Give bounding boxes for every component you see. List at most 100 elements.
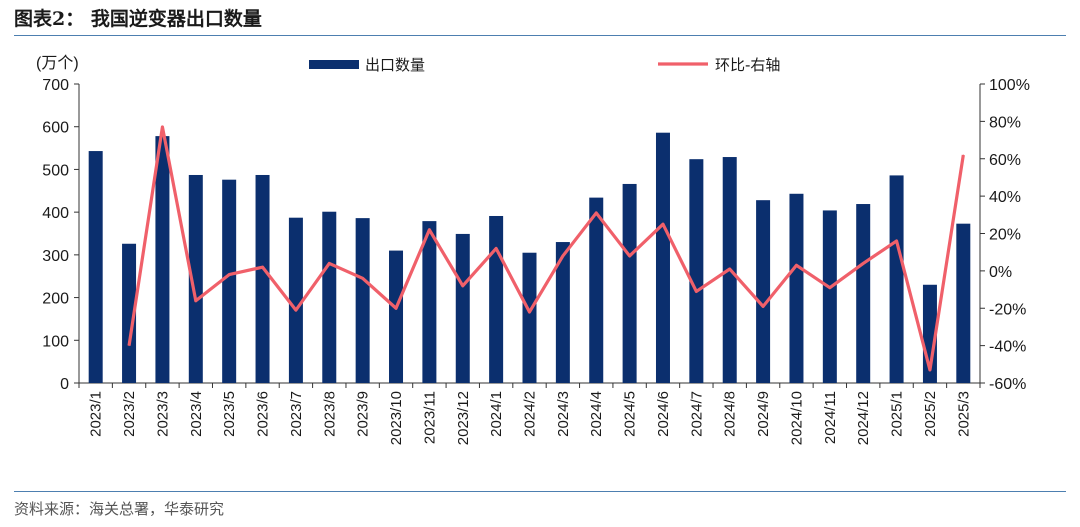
bar: [122, 243, 137, 383]
legend-bar-swatch: [309, 60, 359, 69]
bar: [622, 183, 637, 383]
bar: [856, 204, 871, 383]
bar: [155, 136, 170, 383]
x-tick-label: 2023/4: [188, 391, 205, 437]
line-point: [795, 264, 797, 266]
legend: 出口数量 环比-右轴: [309, 56, 780, 74]
line-point: [195, 300, 197, 302]
x-tick-label: 2024/8: [722, 391, 739, 437]
source-note: 资料来源：海关总署，华泰研究: [14, 500, 225, 518]
line-point: [395, 307, 397, 309]
y-axis-unit-label: (万个): [36, 54, 79, 72]
bar: [822, 210, 837, 383]
y2-tick-label: 100%: [989, 77, 1030, 94]
x-tick-label: 2023/12: [455, 391, 472, 445]
y2-tick-label: 60%: [989, 152, 1021, 169]
line-path: [127, 125, 965, 372]
line-point: [128, 345, 130, 347]
x-tick-label: 2023/2: [121, 391, 138, 437]
y-tick-label: 400: [42, 205, 69, 222]
x-tick-label: 2023/1: [88, 391, 105, 437]
top-divider: [14, 35, 1066, 36]
x-tick-label: 2025/3: [955, 391, 972, 437]
y-tick-label: 200: [42, 291, 69, 308]
bar-series: [88, 132, 971, 383]
x-tick-label: 2024/5: [622, 391, 639, 437]
y2-tick-label: -60%: [989, 376, 1026, 393]
bar: [422, 221, 437, 383]
bar: [222, 179, 237, 383]
y2-tick-label: -40%: [989, 339, 1026, 356]
line-point: [595, 212, 597, 214]
line-series: [127, 125, 965, 372]
bar: [689, 159, 704, 383]
line-point: [262, 266, 264, 268]
y-tick-label: 600: [42, 120, 69, 137]
x-tick-label: 2023/6: [255, 391, 272, 437]
line-point: [529, 311, 530, 313]
legend-label: 出口数量: [365, 56, 425, 74]
bar: [288, 217, 303, 383]
x-tick-label: 2023/10: [388, 391, 405, 445]
y-tick-label: 0: [60, 376, 69, 393]
bar: [756, 200, 771, 383]
line-point: [362, 277, 364, 279]
bar: [489, 215, 504, 383]
x-tick-label: 2024/1: [488, 391, 505, 437]
bar: [255, 174, 270, 383]
y2-tick-label: 0%: [989, 264, 1012, 281]
x-tick-label: 2024/2: [522, 391, 539, 437]
line-point: [829, 287, 831, 289]
x-tick-label: 2024/10: [788, 391, 805, 445]
x-tick-label: 2023/9: [355, 391, 372, 437]
x-tick-label: 2024/4: [588, 391, 605, 437]
line-point: [862, 262, 864, 264]
y-tick-label: 100: [42, 333, 69, 350]
line-point: [495, 247, 497, 249]
x-tick-label: 2024/12: [855, 391, 872, 445]
x-tick-label: 2023/3: [154, 391, 171, 437]
bar: [655, 132, 670, 383]
bar: [455, 233, 470, 383]
line-point: [762, 305, 764, 307]
line-point: [729, 268, 731, 270]
y2-tick-label: 40%: [989, 189, 1021, 206]
y-tick-label: 300: [42, 248, 69, 265]
x-tick-label: 2024/9: [755, 391, 772, 437]
left-y-axis: 0 100 200 300 400 500 600 700: [42, 77, 79, 393]
line-point: [228, 274, 230, 276]
x-tick-label: 2025/2: [922, 391, 939, 437]
bar: [355, 218, 370, 383]
x-tick-label: 2024/7: [688, 391, 705, 437]
line-point: [929, 369, 931, 371]
line-point: [328, 262, 330, 264]
line-point: [462, 285, 464, 287]
line-point: [161, 126, 163, 128]
x-axis: 2023/1 2023/2 2023/3 2023/4 2023/5 2023/6 2023…: [78, 383, 981, 445]
bar: [88, 151, 103, 383]
line-point: [662, 223, 664, 225]
bar: [522, 252, 537, 383]
line-point: [562, 255, 564, 257]
y-tick-label: 500: [42, 162, 69, 179]
y2-tick-label: 20%: [989, 227, 1021, 244]
bar: [188, 174, 203, 383]
x-tick-label: 2025/1: [889, 391, 906, 437]
x-tick-label: 2023/8: [321, 391, 338, 437]
line-point: [896, 240, 898, 242]
x-tick-label: 2024/3: [555, 391, 572, 437]
bar: [322, 211, 337, 383]
legend-label: 环比-右轴: [715, 56, 780, 74]
bar: [589, 197, 604, 383]
x-tick-label: 2023/11: [421, 391, 438, 444]
x-tick-label: 2023/7: [288, 391, 305, 437]
bar: [956, 223, 971, 383]
line-point: [428, 229, 430, 231]
bar: [889, 175, 904, 383]
line-point: [629, 255, 631, 257]
line-point: [295, 309, 297, 311]
y2-tick-label: 80%: [989, 114, 1021, 131]
chart: (万个) 0 100 200 300 400 500 600 700 -60% -40% -20%…: [36, 54, 1030, 445]
x-tick-label: 2024/6: [655, 391, 672, 437]
y2-tick-label: -20%: [989, 301, 1026, 318]
